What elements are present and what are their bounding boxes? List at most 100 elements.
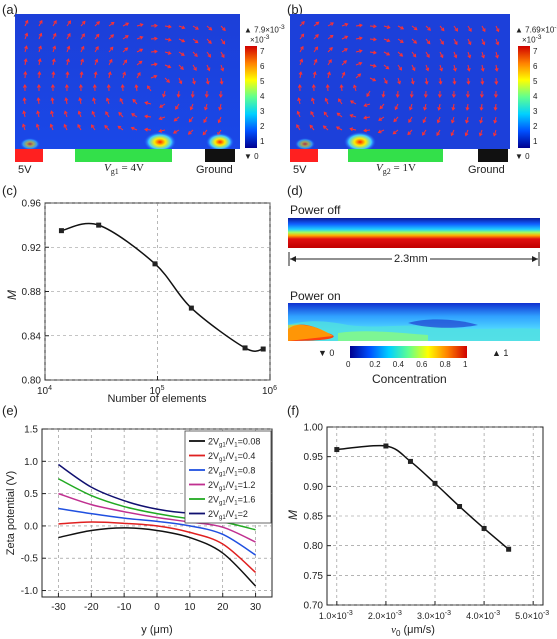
x-tick-label: 30 bbox=[250, 602, 262, 613]
velocity-arrowhead bbox=[167, 51, 172, 55]
velocity-arrowhead bbox=[37, 71, 42, 75]
velocity-arrowhead bbox=[453, 67, 457, 72]
velocity-arrowhead bbox=[341, 71, 346, 76]
velocity-arrowhead bbox=[330, 22, 334, 26]
velocity-arrow bbox=[24, 33, 28, 40]
velocity-arrowhead bbox=[106, 84, 111, 88]
velocity-arrowhead bbox=[451, 106, 456, 111]
velocity-arrow bbox=[66, 59, 70, 66]
legend-box bbox=[184, 430, 272, 524]
velocity-arrowhead bbox=[105, 111, 109, 115]
velocity-arrowhead bbox=[35, 123, 40, 128]
velocity-arrowhead bbox=[64, 84, 69, 88]
velocity-arrowhead bbox=[158, 116, 163, 121]
velocity-arrowhead bbox=[440, 40, 444, 45]
velocity-arrow bbox=[355, 62, 362, 66]
velocity-arrow bbox=[117, 125, 124, 131]
colorbar-min-a: ▼ 0 bbox=[244, 152, 259, 161]
velocity-arrow bbox=[23, 97, 26, 105]
velocity-arrow bbox=[425, 64, 429, 71]
velocity-arrow bbox=[178, 77, 182, 84]
velocity-arrowhead bbox=[52, 45, 57, 50]
velocity-arrow bbox=[144, 128, 152, 131]
velocity-arrowhead bbox=[67, 20, 72, 25]
velocity-arrowhead bbox=[139, 48, 144, 53]
velocity-arrowhead bbox=[425, 67, 430, 72]
velocity-arrow bbox=[378, 129, 385, 133]
velocity-arrowhead bbox=[138, 60, 143, 65]
velocity-arrow bbox=[174, 116, 180, 122]
velocity-arrowhead bbox=[397, 80, 401, 85]
velocity-arrowhead bbox=[208, 26, 213, 31]
velocity-arrow bbox=[79, 98, 82, 105]
velocity-arrowhead bbox=[176, 94, 181, 98]
velocity-arrowhead bbox=[36, 97, 41, 102]
velocity-arrowhead bbox=[162, 93, 166, 98]
velocity-arrowhead bbox=[437, 94, 442, 98]
velocity-arrowhead bbox=[386, 25, 391, 29]
colorbar-ticks-a: 7 6 5 4 3 2 1 bbox=[260, 46, 274, 148]
velocity-arrowhead bbox=[409, 94, 414, 98]
velocity-arrow bbox=[206, 77, 209, 84]
velocity-arrowhead bbox=[310, 110, 314, 115]
x-tick-label: 0 bbox=[154, 602, 160, 613]
velocity-arrow bbox=[439, 64, 443, 71]
velocity-arrowhead bbox=[315, 21, 320, 26]
velocity-arrowhead bbox=[329, 47, 333, 51]
velocity-arrow bbox=[80, 59, 84, 66]
velocity-arrow bbox=[299, 33, 305, 40]
y-tick-label: 0.75 bbox=[304, 571, 324, 582]
x-axis-label: y (μm) bbox=[141, 624, 172, 636]
ground-label-a: Ground bbox=[196, 164, 233, 176]
velocity-arrow bbox=[439, 51, 444, 58]
velocity-arrow bbox=[392, 129, 399, 135]
velocity-arrow bbox=[94, 34, 100, 40]
velocity-arrowhead bbox=[466, 81, 471, 85]
velocity-arrow bbox=[383, 77, 388, 84]
colorbar-tick-label: 4 bbox=[260, 92, 265, 101]
velocity-arrowhead bbox=[398, 66, 403, 71]
velocity-arrow bbox=[108, 72, 111, 79]
velocity-arrowhead bbox=[373, 37, 377, 42]
gate-label-a: Vg1 = 4V bbox=[104, 162, 144, 177]
velocity-arrow bbox=[296, 124, 301, 131]
velocity-arrow bbox=[204, 103, 208, 110]
y-tick-label: 1.0 bbox=[24, 457, 38, 468]
velocity-arrowhead bbox=[454, 27, 458, 32]
velocity-arrowhead bbox=[153, 62, 158, 67]
velocity-arrow bbox=[104, 125, 110, 131]
gate-electrode-a bbox=[75, 149, 172, 162]
velocity-arrow bbox=[178, 25, 185, 29]
colorbar-tick-label: 0.6 bbox=[416, 360, 428, 369]
power-on-label: Power on bbox=[290, 289, 341, 303]
velocity-arrow bbox=[52, 59, 55, 66]
velocity-arrow bbox=[178, 64, 184, 70]
x-tick-label: 2.0×10-3 bbox=[368, 610, 402, 621]
velocity-arrowhead bbox=[495, 54, 499, 59]
data-point bbox=[506, 546, 512, 552]
velocity-arrowhead bbox=[313, 58, 318, 63]
velocity-arrow bbox=[192, 77, 196, 84]
left-electrode-label-a: 5V bbox=[18, 164, 32, 176]
velocity-arrowhead bbox=[492, 132, 497, 137]
velocity-arrow bbox=[479, 129, 483, 136]
velocity-arrowhead bbox=[358, 23, 363, 28]
velocity-arrowhead bbox=[315, 33, 319, 38]
velocity-arrowhead bbox=[329, 34, 334, 39]
series-line bbox=[58, 527, 257, 587]
velocity-arrow bbox=[220, 64, 224, 71]
velocity-arrow bbox=[136, 23, 143, 27]
velocity-arrowhead bbox=[194, 53, 198, 58]
velocity-arrows bbox=[296, 20, 500, 137]
velocity-arrowhead bbox=[366, 93, 370, 98]
velocity-arrowhead bbox=[22, 97, 27, 101]
panel-label-b: (b) bbox=[287, 2, 303, 17]
velocity-arrow bbox=[481, 25, 486, 32]
velocity-arrow bbox=[203, 116, 208, 123]
velocity-arrowhead bbox=[218, 106, 223, 111]
velocity-arrowhead bbox=[188, 118, 193, 123]
velocity-arrow bbox=[336, 126, 343, 131]
velocity-arrowhead bbox=[105, 97, 110, 102]
velocity-arrow bbox=[178, 51, 185, 56]
y-tick-label: 0.0 bbox=[24, 521, 38, 532]
